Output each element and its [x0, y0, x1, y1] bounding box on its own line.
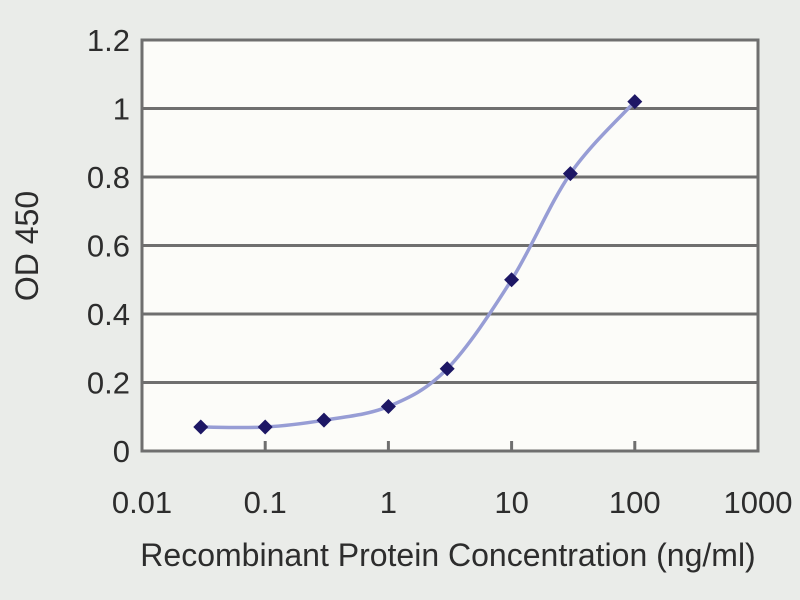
y-tick-label: 0.8	[87, 160, 130, 195]
data-point-marker	[504, 272, 520, 288]
series-line	[200, 100, 637, 430]
gridlines	[142, 107, 758, 384]
x-tick-label: 0.01	[112, 485, 172, 520]
x-tick-label: 10	[494, 485, 528, 520]
y-tick-label: 0	[113, 434, 130, 469]
x-axis-ticks	[263, 441, 637, 451]
series-markers	[193, 94, 643, 435]
x-tick-label: 1	[380, 485, 397, 520]
x-axis-title: Recombinant Protein Concentration (ng/ml…	[140, 537, 755, 573]
data-point-marker	[439, 361, 455, 377]
data-point-marker	[627, 94, 643, 110]
y-tick-label: 0.2	[87, 366, 130, 401]
x-tick-label: 100	[609, 485, 661, 520]
data-point-marker	[316, 412, 332, 428]
data-point-marker	[562, 166, 578, 182]
y-tick-label: 1	[113, 92, 130, 127]
x-tick-label: 0.1	[244, 485, 287, 520]
y-tick-label: 0.6	[87, 229, 130, 264]
y-axis-title: OD 450	[9, 191, 45, 301]
data-point-marker	[380, 398, 396, 414]
y-tick-label: 0.4	[87, 297, 130, 332]
y-tick-label: 1.2	[87, 23, 130, 58]
x-tick-label: 1000	[724, 485, 793, 520]
plot-border	[140, 38, 760, 453]
x-axis-tick-labels: 0.01 0.1 1 10 100 1000	[112, 485, 793, 520]
data-point-marker	[257, 419, 273, 435]
data-point-marker	[193, 419, 209, 435]
y-axis-tick-labels: 0 0.2 0.4 0.6 0.8 1 1.2	[87, 23, 130, 469]
